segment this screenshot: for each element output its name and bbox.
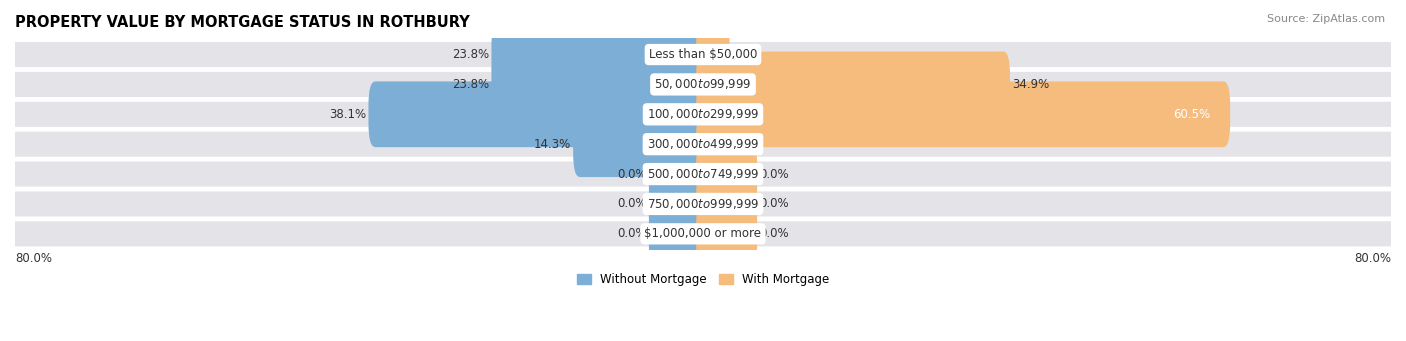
Text: 0.0%: 0.0% <box>759 227 789 240</box>
Text: 80.0%: 80.0% <box>1354 252 1391 265</box>
FancyBboxPatch shape <box>368 81 710 147</box>
Text: 80.0%: 80.0% <box>15 252 52 265</box>
Text: 0.0%: 0.0% <box>759 197 789 210</box>
FancyBboxPatch shape <box>15 191 1391 217</box>
FancyBboxPatch shape <box>15 132 1391 157</box>
FancyBboxPatch shape <box>696 201 758 267</box>
FancyBboxPatch shape <box>492 51 710 117</box>
FancyBboxPatch shape <box>648 141 710 207</box>
FancyBboxPatch shape <box>696 141 758 207</box>
Text: 0.0%: 0.0% <box>759 167 789 181</box>
FancyBboxPatch shape <box>15 102 1391 127</box>
FancyBboxPatch shape <box>492 22 710 87</box>
FancyBboxPatch shape <box>15 162 1391 187</box>
Text: $300,000 to $499,999: $300,000 to $499,999 <box>647 137 759 151</box>
Text: 23.8%: 23.8% <box>453 48 489 61</box>
FancyBboxPatch shape <box>648 171 710 237</box>
FancyBboxPatch shape <box>696 111 730 177</box>
FancyBboxPatch shape <box>696 22 730 87</box>
Text: Less than $50,000: Less than $50,000 <box>648 48 758 61</box>
Text: 34.9%: 34.9% <box>1012 78 1049 91</box>
FancyBboxPatch shape <box>696 51 1010 117</box>
Text: 23.8%: 23.8% <box>453 78 489 91</box>
Text: $1,000,000 or more: $1,000,000 or more <box>644 227 762 240</box>
Text: $50,000 to $99,999: $50,000 to $99,999 <box>654 77 752 91</box>
FancyBboxPatch shape <box>696 81 1230 147</box>
FancyBboxPatch shape <box>648 201 710 267</box>
Text: 0.0%: 0.0% <box>617 197 647 210</box>
Text: 14.3%: 14.3% <box>534 138 571 151</box>
Text: 2.3%: 2.3% <box>731 48 761 61</box>
FancyBboxPatch shape <box>696 171 758 237</box>
FancyBboxPatch shape <box>15 42 1391 67</box>
Text: 2.3%: 2.3% <box>731 138 761 151</box>
Text: $500,000 to $749,999: $500,000 to $749,999 <box>647 167 759 181</box>
Text: 60.5%: 60.5% <box>1173 108 1211 121</box>
Text: 38.1%: 38.1% <box>329 108 367 121</box>
Legend: Without Mortgage, With Mortgage: Without Mortgage, With Mortgage <box>572 269 834 291</box>
Text: 0.0%: 0.0% <box>617 167 647 181</box>
Text: 0.0%: 0.0% <box>617 227 647 240</box>
Text: PROPERTY VALUE BY MORTGAGE STATUS IN ROTHBURY: PROPERTY VALUE BY MORTGAGE STATUS IN ROT… <box>15 15 470 30</box>
Text: $750,000 to $999,999: $750,000 to $999,999 <box>647 197 759 211</box>
FancyBboxPatch shape <box>574 111 710 177</box>
FancyBboxPatch shape <box>15 72 1391 97</box>
Text: Source: ZipAtlas.com: Source: ZipAtlas.com <box>1267 14 1385 24</box>
Text: $100,000 to $299,999: $100,000 to $299,999 <box>647 107 759 121</box>
FancyBboxPatch shape <box>15 221 1391 247</box>
